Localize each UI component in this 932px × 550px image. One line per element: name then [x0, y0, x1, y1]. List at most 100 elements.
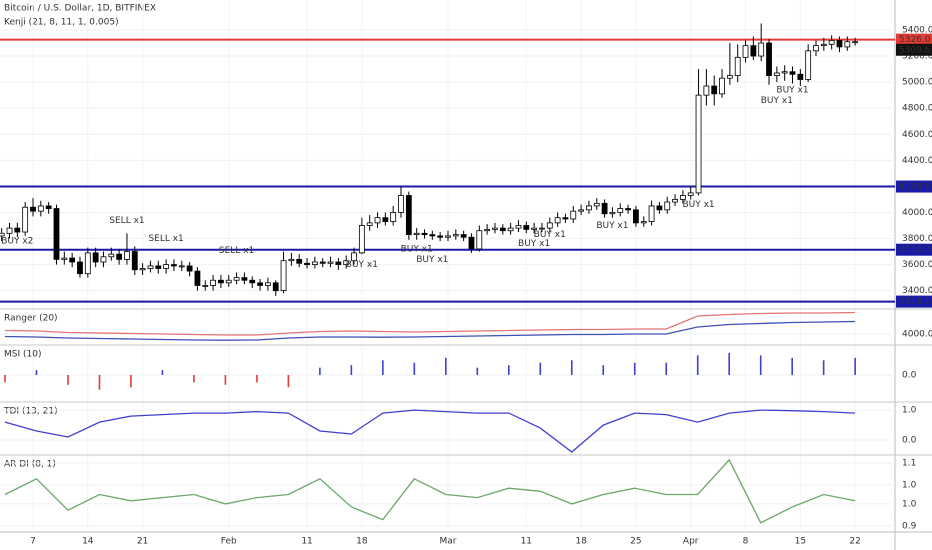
y-tick-label: 5200.0 — [902, 52, 932, 62]
y-tick-label: 5000.0 — [902, 78, 932, 88]
candle-body — [805, 50, 812, 80]
candle-body — [679, 195, 686, 200]
x-tick-label: 15 — [795, 537, 806, 547]
histogram-bar — [4, 375, 6, 383]
x-tick-label: Feb — [221, 537, 237, 547]
candle-body — [687, 192, 694, 196]
level-label: 5326.0 — [899, 35, 931, 45]
histogram-bar — [696, 355, 699, 375]
signal-label: SELL x1 — [148, 234, 183, 244]
candle-body — [147, 265, 154, 269]
y-tick-label: 1.0 — [902, 499, 917, 509]
candle-body — [280, 260, 287, 292]
signal-label: BUY x1 — [346, 260, 378, 270]
candle-body — [61, 257, 68, 260]
histogram-bar — [791, 357, 793, 375]
candle-body — [593, 202, 600, 207]
candle-body — [382, 217, 389, 222]
candle-body — [218, 279, 224, 284]
candle-body — [249, 279, 256, 284]
candle-body — [366, 222, 373, 226]
candle-body — [515, 225, 522, 229]
candle-body — [546, 222, 553, 229]
candle-body — [358, 225, 365, 254]
candle-body — [617, 208, 624, 213]
histogram-bar — [602, 365, 605, 375]
panel-title: AR DI (8, 1) — [4, 460, 56, 470]
candle-body — [343, 260, 350, 265]
candle-body — [468, 236, 475, 250]
candle-body — [233, 277, 240, 281]
level-tag — [896, 180, 932, 193]
candle-body — [319, 261, 326, 264]
signal-label: BUY x2 — [1, 237, 33, 247]
histogram-bar — [633, 362, 636, 375]
candle-body — [202, 285, 209, 287]
x-tick-label: 14 — [82, 537, 94, 547]
candle-body — [852, 41, 859, 44]
candle-body — [664, 201, 671, 211]
candle-body — [578, 209, 584, 212]
y-tick-label: 1.1 — [902, 459, 916, 469]
histogram-bar — [256, 375, 258, 383]
candle-body — [155, 265, 162, 269]
candle-body — [0, 232, 5, 237]
y-tick-label: 0.0 — [902, 371, 917, 381]
candle-body — [351, 252, 357, 262]
indicator-line — [4, 458, 856, 524]
candle-body — [14, 227, 21, 233]
histogram-bar — [161, 370, 164, 375]
signal-label: BUY x1 — [534, 230, 566, 240]
x-tick-label: 21 — [137, 537, 148, 547]
candle-body — [672, 199, 678, 203]
candle-body — [609, 212, 616, 215]
x-tick-label: 7 — [30, 537, 36, 547]
candle-body — [163, 264, 170, 269]
candle-body — [241, 277, 248, 281]
candle-body — [53, 208, 60, 260]
candle-body — [648, 205, 655, 222]
indicator-line — [4, 409, 856, 453]
candle-body — [844, 41, 851, 48]
y-tick-label: 3400.0 — [902, 286, 932, 296]
candle-body — [797, 73, 804, 80]
candle-body — [139, 268, 146, 271]
candle-body — [562, 217, 569, 220]
candle-body — [766, 42, 772, 76]
candle-body — [452, 234, 459, 237]
signal-label: BUY x1 — [682, 200, 714, 210]
candle-body — [539, 227, 545, 230]
candle-body — [484, 229, 491, 232]
candle-body — [6, 227, 13, 234]
candle-body — [531, 227, 538, 230]
candle-body — [656, 205, 663, 211]
panel-title: TDI (13, 21) — [3, 407, 58, 417]
candle-body — [554, 217, 561, 224]
candle-body — [37, 205, 44, 212]
candle-body — [742, 45, 749, 58]
signal-label: BUY x1 — [596, 221, 628, 231]
histogram-bar — [382, 360, 384, 375]
candle-body — [186, 265, 193, 272]
x-tick-label: 18 — [575, 537, 587, 547]
y-tick-label: 4400.0 — [902, 156, 932, 166]
candle-body — [703, 85, 710, 96]
candle-body — [445, 235, 451, 238]
candle-body — [335, 261, 342, 265]
candle-body — [813, 45, 819, 52]
y-tick-label: 4800.0 — [902, 104, 932, 114]
candle-body — [625, 208, 631, 211]
candle-body — [429, 234, 436, 237]
candle-body — [773, 72, 780, 76]
candle-body — [131, 251, 138, 271]
y-tick-label: 3800.0 — [902, 234, 932, 244]
signal-label: BUY x1 — [518, 239, 550, 249]
histogram-bar — [67, 375, 69, 385]
candle-body — [460, 234, 467, 238]
x-tick-label: Apr — [683, 537, 699, 547]
candle-body — [421, 232, 428, 236]
signal-label: SELL x1 — [109, 216, 144, 226]
candle-body — [398, 195, 404, 213]
